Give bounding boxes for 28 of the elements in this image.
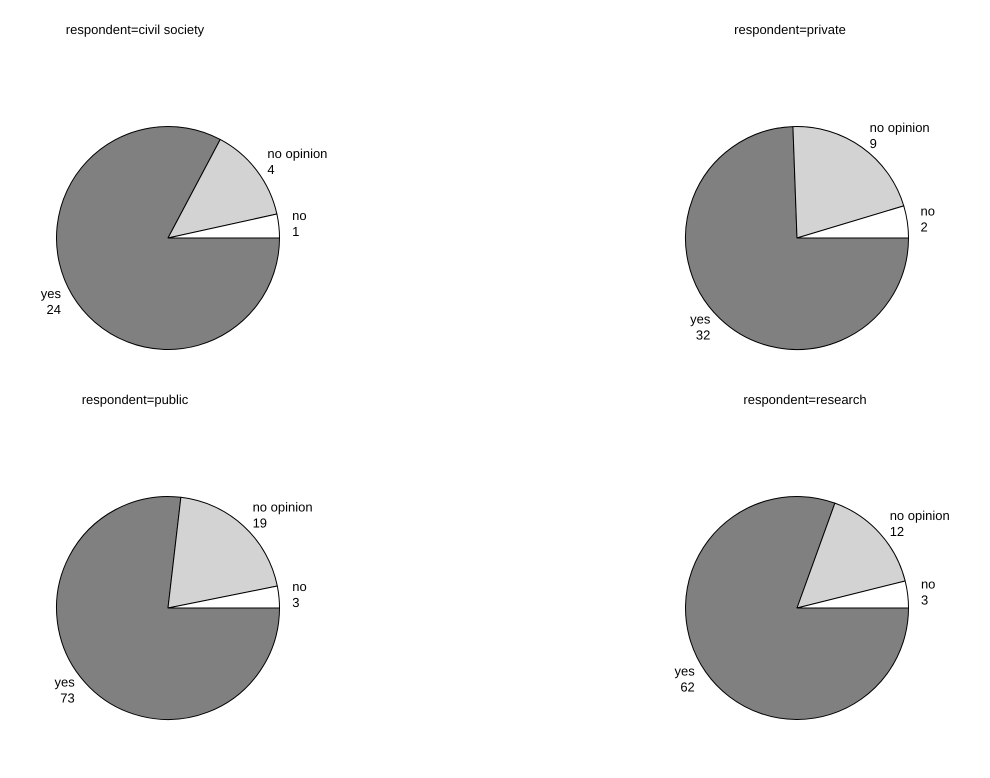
data-label: 12 — [890, 524, 904, 539]
slice-label: no opinion — [267, 146, 328, 162]
chart-title: respondent=public — [82, 392, 188, 407]
data-label: 32 — [696, 327, 710, 342]
chart-title: respondent=research — [743, 392, 867, 407]
slice-label: yes — [54, 674, 76, 690]
slice-label: yes — [690, 311, 711, 326]
data-label: 9 — [870, 136, 877, 152]
slice-label: no opinion — [252, 500, 313, 515]
chart-title: respondent=civil society — [66, 22, 204, 37]
slice-label: no — [920, 203, 936, 218]
data-label: 1 — [292, 224, 300, 240]
slice-label: no opinion — [890, 508, 950, 523]
data-label: 2 — [920, 219, 928, 234]
data-label: 73 — [60, 690, 75, 706]
slice-label: yes — [40, 286, 62, 301]
data-label: 62 — [680, 679, 695, 694]
data-label: 3 — [920, 592, 928, 608]
slice-label: no — [292, 208, 307, 224]
chart-title: respondent=private — [734, 22, 846, 37]
slice-label: no opinion — [870, 120, 930, 136]
data-label: 4 — [267, 162, 275, 178]
slice-label: no — [920, 576, 936, 592]
slice-label: no — [292, 579, 307, 594]
data-label: 24 — [46, 302, 61, 317]
data-label: 19 — [252, 516, 268, 531]
data-label: 3 — [292, 595, 300, 610]
slice-label: yes — [674, 663, 696, 678]
